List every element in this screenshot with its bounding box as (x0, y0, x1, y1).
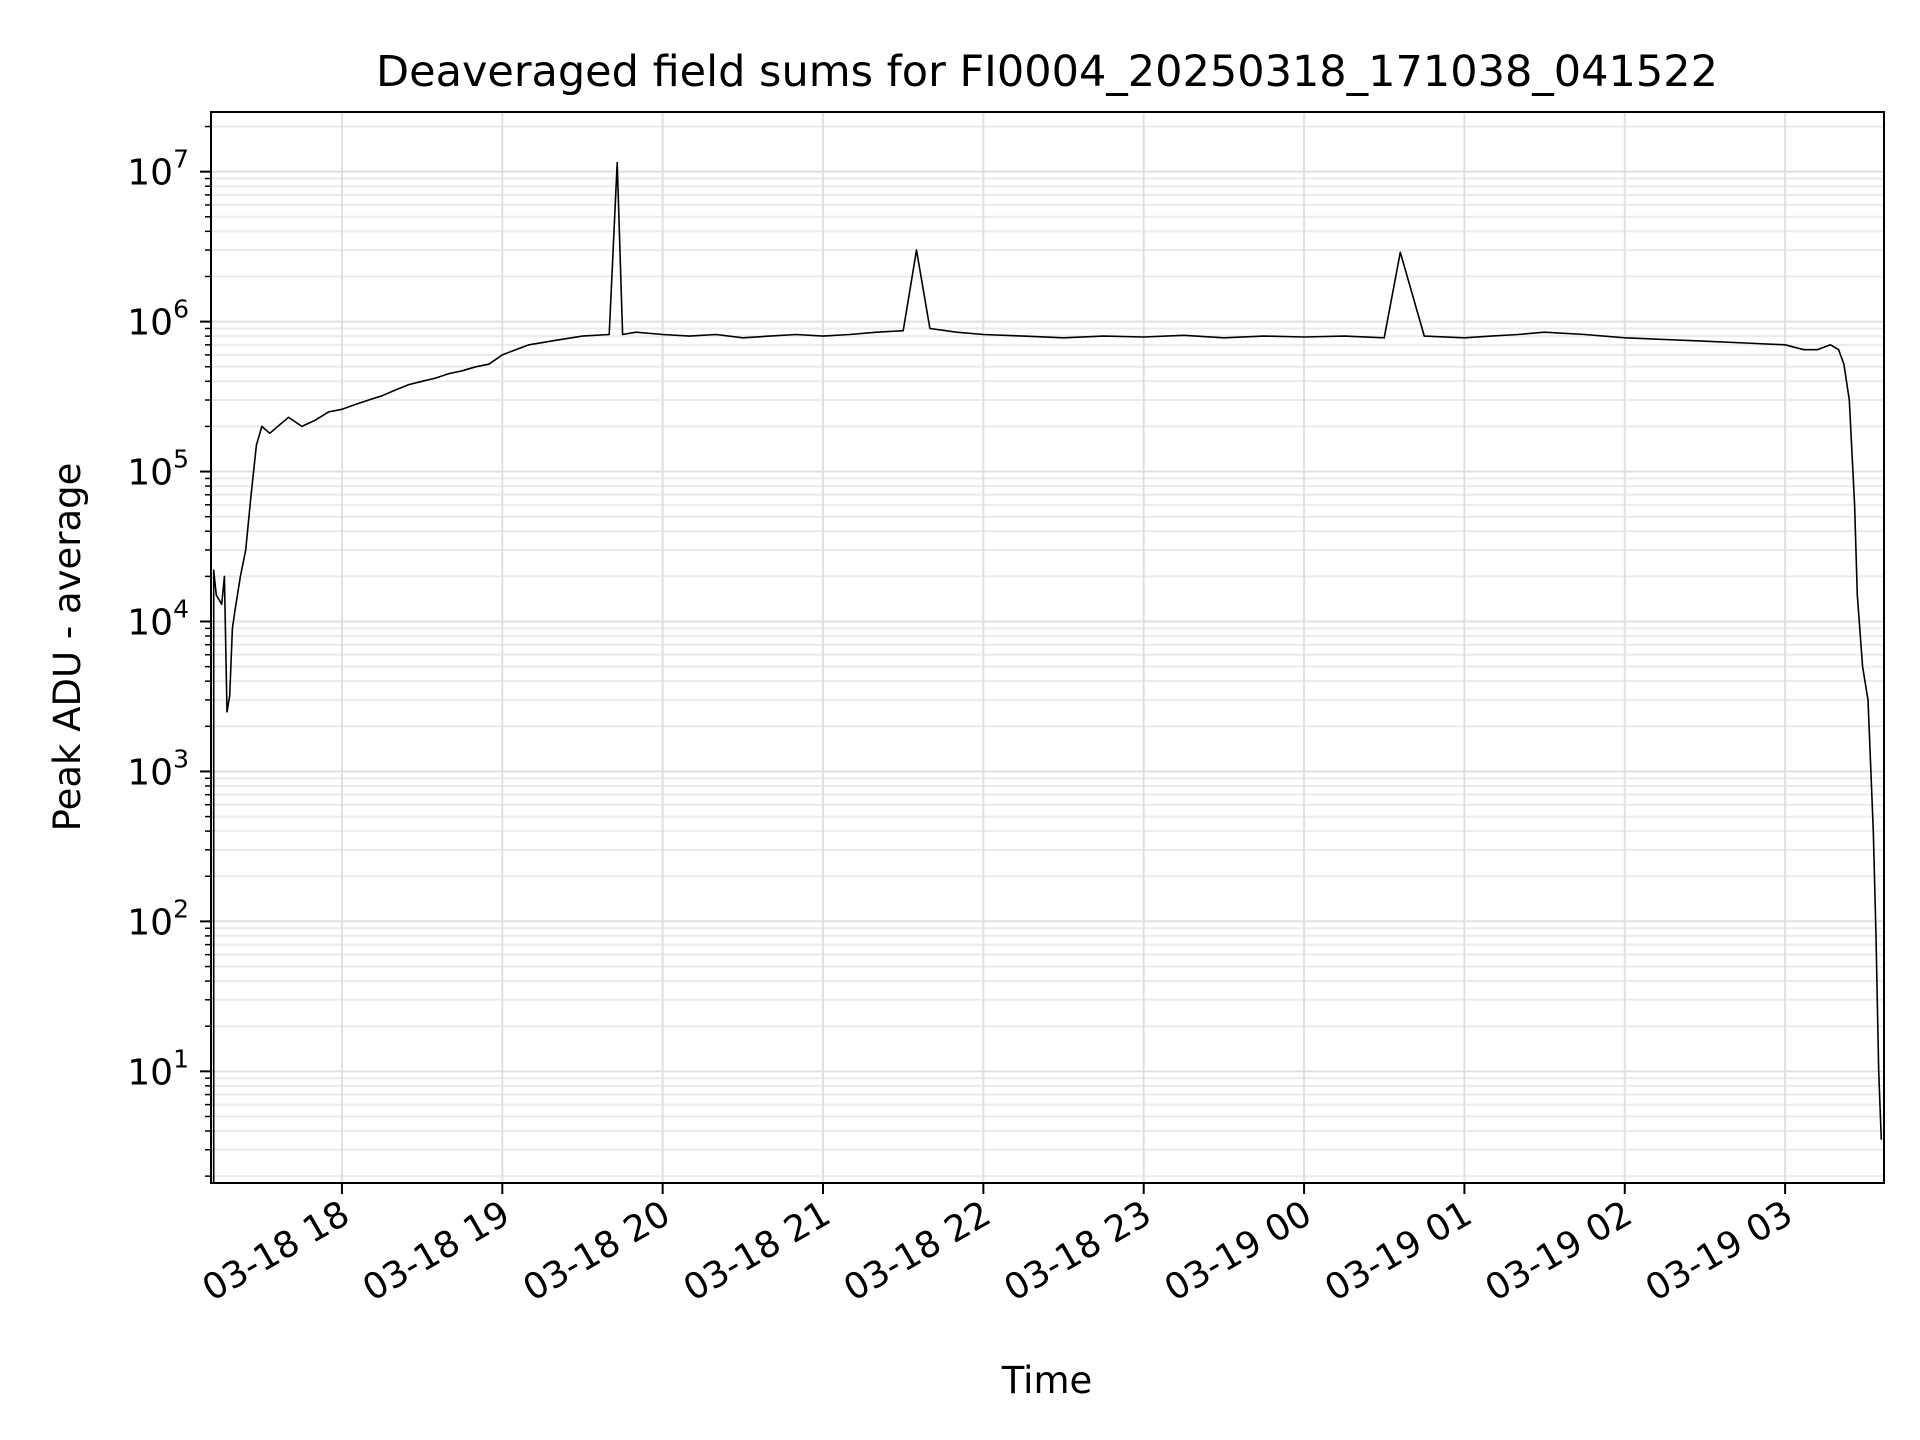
series-layer (212, 161, 1883, 1183)
grid-major (211, 112, 1884, 1183)
plot-frame (210, 111, 1885, 1184)
y-tick-label: 102 (127, 894, 189, 943)
y-tick-label: 107 (127, 145, 189, 194)
y-tick-label: 104 (127, 595, 189, 644)
grid-minor (211, 125, 1884, 1178)
y-tick-label: 105 (127, 445, 189, 494)
y-axis: 101 102 103 104 105 106 107 (127, 125, 211, 1177)
x-axis-label: Time (1001, 1359, 1093, 1402)
y-tick-label: 106 (127, 295, 189, 344)
y-axis-label: Peak ADU - average (46, 463, 89, 832)
series-line (212, 161, 1883, 1183)
chart-title: Deaveraged field sums for FI0004_2025031… (376, 47, 1718, 97)
y-tick-label: 103 (127, 744, 189, 793)
y-tick-label: 101 (127, 1044, 189, 1093)
